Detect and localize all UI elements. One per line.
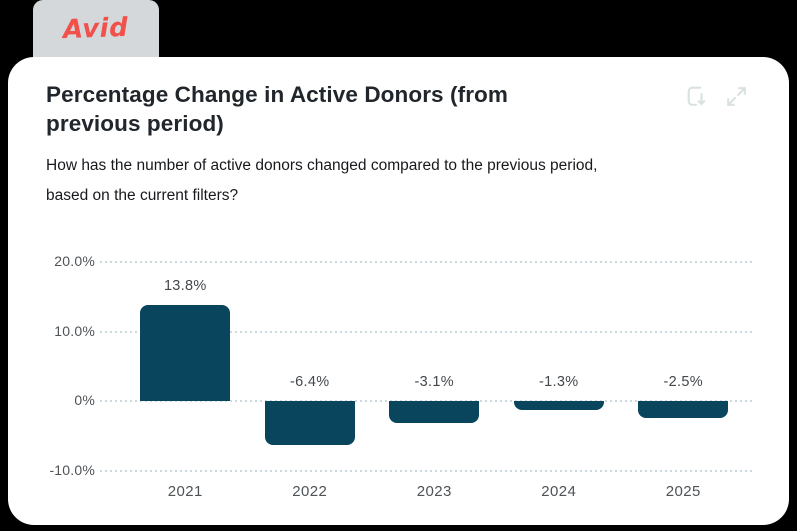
card-header: Percentage Change in Active Donors (from… — [8, 57, 789, 210]
gridline--10.0% — [100, 469, 755, 472]
bar-value-label-2025: -2.5% — [663, 374, 703, 390]
x-axis-label-2023: 2023 — [416, 483, 452, 500]
card-actions — [682, 82, 751, 111]
bar-2024[interactable] — [513, 401, 604, 411]
bar-2023[interactable] — [389, 401, 480, 423]
y-axis-label-20.0%: 20.0% — [54, 253, 95, 269]
bar-2022[interactable] — [264, 401, 355, 446]
x-axis-label-2025: 2025 — [665, 483, 701, 500]
bar-2025[interactable] — [638, 401, 729, 419]
bar-value-label-2022: -6.4% — [290, 374, 330, 390]
gridline-20.0% — [100, 261, 755, 263]
bar-2021[interactable] — [140, 305, 231, 401]
bar-chart: 20.0% 10.0% 0% -10.0% 13.8% 2021 -6.4% 2022 -3.1… — [8, 57, 789, 525]
expand-chart-button[interactable] — [722, 82, 751, 111]
bar-value-label-2023: -3.1% — [414, 374, 454, 390]
chart-card: Percentage Change in Active Donors (from… — [8, 57, 789, 525]
expand-chart-icon — [727, 87, 746, 106]
y-axis-label-10.0%: 10.0% — [54, 322, 95, 339]
x-axis-label-2021: 2021 — [167, 483, 203, 500]
card-subtitle: How has the number of active donors chan… — [46, 157, 598, 204]
x-axis-label-2022: 2022 — [292, 483, 328, 500]
card-title: Percentage Change in Active Donors (from… — [46, 82, 509, 136]
gridline-10.0% — [100, 330, 755, 333]
download-chart-icon — [687, 86, 706, 106]
avid-brand-tab[interactable]: Avid — [33, 0, 159, 57]
y-axis-label-0%: 0% — [74, 392, 95, 408]
bar-value-label-2024: -1.3% — [539, 374, 579, 390]
x-axis-label-2024: 2024 — [541, 483, 577, 500]
bar-value-label-2021: 13.8% — [163, 278, 207, 295]
download-chart-button[interactable] — [682, 82, 711, 111]
y-axis-label--10.0%: -10.0% — [49, 461, 95, 478]
avid-logo: Avid — [62, 12, 130, 45]
